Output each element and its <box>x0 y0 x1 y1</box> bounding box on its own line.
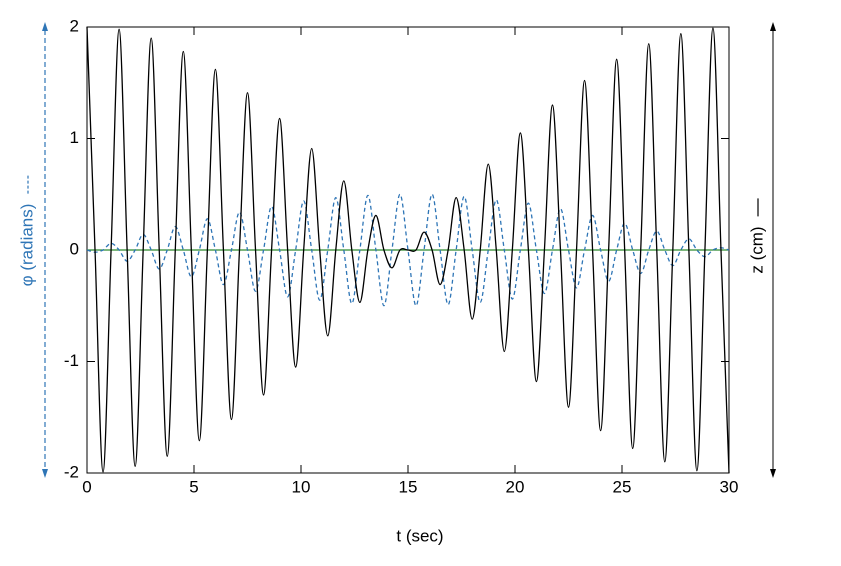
x-tick-label: 30 <box>720 477 739 496</box>
series-line <box>86 26 730 474</box>
x-tick-label: 5 <box>189 477 198 496</box>
legend-entry: z (cm) <box>747 198 766 274</box>
x-tick-label: 10 <box>292 477 311 496</box>
x-tick-label: 20 <box>506 477 525 496</box>
arrow-head <box>770 22 776 31</box>
x-tick-label: 25 <box>613 477 632 496</box>
x-tick-label: 0 <box>82 477 91 496</box>
legend-entry: φ (radians) <box>17 175 36 287</box>
y-tick-label: -2 <box>64 462 79 481</box>
arrow-head <box>42 469 48 478</box>
x-axis-label: t (sec) <box>396 526 443 545</box>
legend-label: z (cm) <box>747 226 766 273</box>
y-tick-label: 2 <box>70 16 79 35</box>
arrow-head <box>770 469 776 478</box>
x-tick-label: 15 <box>399 477 418 496</box>
y-tick-label: 0 <box>70 239 79 258</box>
arrow-head <box>42 22 48 31</box>
legend-label: φ (radians) <box>17 204 36 287</box>
y-tick-label: -1 <box>64 351 79 370</box>
y-tick-label: 1 <box>70 128 79 147</box>
